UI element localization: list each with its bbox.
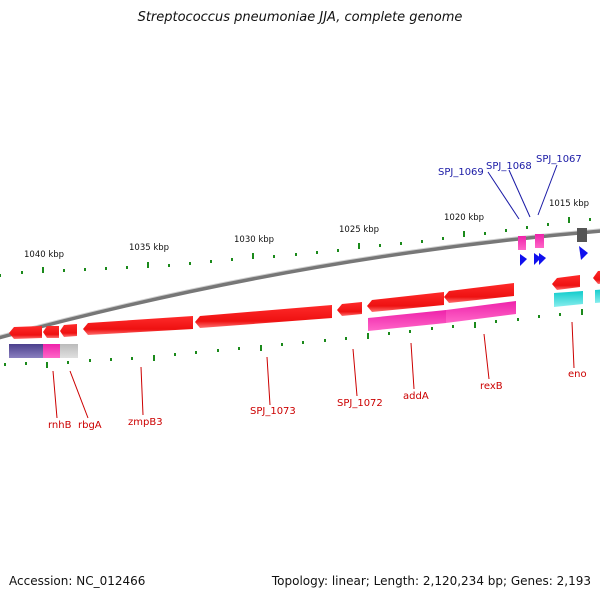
genome-summary-text: Topology: linear; Length: 2,120,234 bp; … — [271, 574, 591, 588]
strand-arrow-4 — [579, 246, 588, 260]
outer-ticks — [0, 217, 591, 277]
map-title: Streptococcus pneumoniae JJA, complete g… — [137, 10, 463, 25]
cog-magenta-band[interactable] — [43, 344, 60, 358]
bottom-leaders — [52, 321, 575, 419]
top-leaders — [487, 164, 558, 220]
cds-band-eno[interactable] — [554, 291, 583, 307]
gene-arrow-eno[interactable] — [552, 275, 580, 290]
top-feature-pseudo[interactable] — [577, 228, 587, 242]
label-spj1067[interactable]: SPJ_1067 — [536, 154, 582, 165]
gene-arrow-spj1073[interactable] — [195, 305, 332, 328]
label-rexB[interactable]: rexB — [480, 381, 503, 392]
top-feature-spj1069[interactable] — [518, 236, 526, 250]
label-eno[interactable]: eno — [568, 369, 587, 380]
label-spj1073[interactable]: SPJ_1073 — [250, 406, 296, 417]
scale-label-1030: 1030 kbp — [234, 235, 274, 245]
strand-arrow-1 — [520, 254, 527, 266]
scale-label-1025: 1025 kbp — [339, 225, 379, 235]
strand-arrow-3 — [539, 253, 546, 265]
gene-arrow-rexB[interactable] — [444, 283, 514, 303]
gene-arrow-small[interactable] — [60, 324, 77, 337]
label-rbgA[interactable]: rbgA — [78, 420, 102, 431]
label-zmpB3[interactable]: zmpB3 — [128, 417, 163, 428]
cds-band-edge[interactable] — [595, 289, 600, 303]
label-spj1072[interactable]: SPJ_1072 — [337, 398, 383, 409]
rna-band-addA[interactable] — [368, 310, 446, 331]
gene-arrow-rnhB[interactable] — [9, 326, 42, 339]
top-feature-spj1067[interactable] — [535, 234, 544, 248]
cog-gray-band[interactable] — [60, 344, 78, 358]
label-addA[interactable]: addA — [403, 391, 429, 402]
gene-arrow-rbgA[interactable] — [43, 326, 59, 338]
gene-arrow-addA[interactable] — [367, 292, 444, 312]
strand-arrow-2 — [534, 253, 541, 265]
gene-arrow-spj1072[interactable] — [337, 302, 362, 316]
label-spj1068[interactable]: SPJ_1068 — [486, 161, 532, 172]
inner-ticks — [4, 309, 583, 368]
scale-label-1015: 1015 kbp — [549, 199, 589, 209]
label-rnhB[interactable]: rnhB — [48, 420, 72, 431]
rna-band-rexB[interactable] — [446, 301, 516, 323]
label-spj1069[interactable]: SPJ_1069 — [438, 167, 484, 178]
gene-arrow-zmpB3[interactable] — [83, 316, 193, 335]
scale-label-1040: 1040 kbp — [24, 250, 64, 260]
gene-arrow-edge[interactable] — [593, 270, 600, 284]
accession-text: Accession: NC_012466 — [9, 574, 146, 588]
genome-backbone-highlight — [0, 228, 600, 336]
cog-navy-band[interactable] — [9, 344, 43, 358]
scale-label-1035: 1035 kbp — [129, 243, 169, 253]
scale-label-1020: 1020 kbp — [444, 213, 484, 223]
